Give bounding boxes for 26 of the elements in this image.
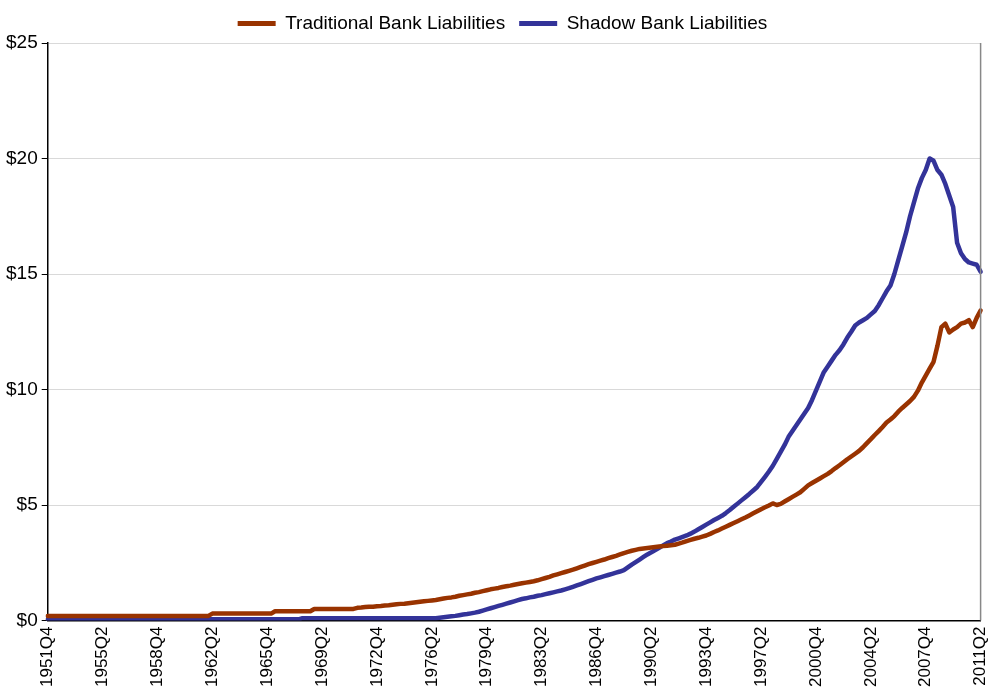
y-tick-label: $15 [6,262,38,284]
x-tick-label: 1990Q2 [641,626,661,687]
y-tick-label: $5 [16,493,38,515]
x-tick-label: 1958Q4 [147,626,167,687]
x-tick-label: 1997Q2 [750,626,770,687]
y-tick-label: $20 [6,146,38,168]
x-tick-label: 1969Q2 [311,626,331,687]
legend-label: Traditional Bank Liabilities [285,11,506,33]
x-tick-label: 2004Q2 [860,626,880,687]
x-tick-label: 1983Q2 [531,626,551,687]
y-tick-label: $0 [16,608,38,630]
x-tick-label: 2000Q4 [805,626,825,687]
x-tick-label: 1962Q2 [202,626,222,687]
x-tick-label: 1951Q4 [37,626,57,687]
legend-label: Shadow Bank Liabilities [566,11,768,33]
x-tick-label: 1979Q4 [476,626,496,687]
x-tick-label: 1955Q2 [92,626,112,687]
x-tick-label: 2007Q4 [915,626,935,687]
y-tick-label: $10 [6,377,38,399]
x-tick-label: 1965Q4 [256,626,276,687]
x-tick-label: 1986Q4 [586,626,606,687]
x-tick-label: 1972Q4 [366,626,386,687]
y-tick-label: $25 [6,31,38,53]
x-tick-label: 1993Q4 [695,626,715,687]
x-tick-label: 2011Q2 [970,626,990,686]
x-tick-label: 1976Q2 [421,626,441,687]
